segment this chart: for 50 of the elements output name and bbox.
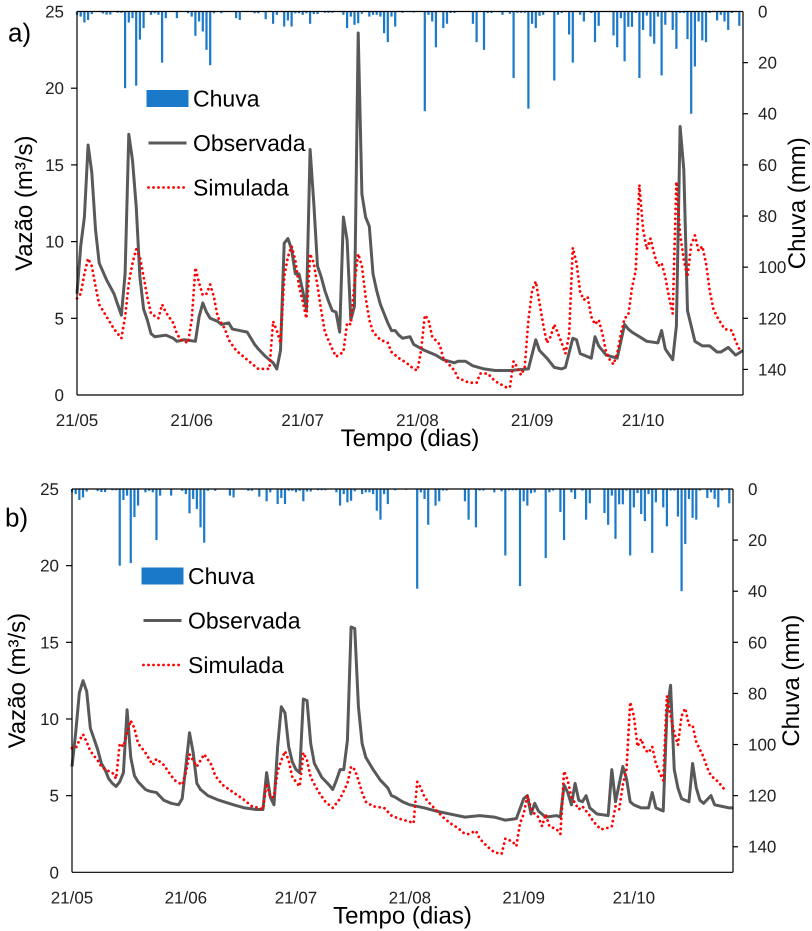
- y-tick-label: 5: [50, 786, 59, 806]
- x-tick-label: 21/07: [274, 888, 318, 908]
- y2-tick-label: 100: [758, 258, 786, 278]
- y2-tick-label: 20: [748, 531, 767, 550]
- x-tick-label: 21/06: [170, 411, 213, 430]
- text: b): [5, 502, 28, 532]
- y-tick-label: 25: [40, 480, 59, 499]
- y2-tick-label: 120: [748, 786, 776, 806]
- legend-label: Chuva: [193, 86, 260, 112]
- x-tick-label: 21/10: [622, 411, 664, 430]
- x-tick-label: 21/05: [56, 411, 98, 430]
- x-tick-label: 21/05: [50, 888, 94, 908]
- y2-tick-label: 20: [758, 54, 777, 73]
- y-tick-label: 15: [40, 633, 59, 652]
- y-tick-label: 0: [50, 863, 59, 882]
- chart-title: a): [8, 18, 32, 48]
- y-axis-title: Vazão (m³/s): [4, 612, 31, 748]
- y2-tick-label: 0: [758, 2, 768, 22]
- legend-label: Observada: [188, 608, 301, 634]
- x-tick-label: 21/06: [164, 888, 208, 908]
- y-tick-label: 15: [45, 156, 64, 175]
- legend-label: Observada: [193, 130, 306, 156]
- y2-tick-label: 40: [758, 104, 777, 124]
- y2-axis-title: Chuva (mm): [778, 614, 805, 747]
- legend-label: Chuva: [188, 563, 255, 590]
- y2-tick-label: 80: [748, 684, 767, 704]
- y-tick-label: 25: [45, 2, 64, 22]
- y2-tick-label: 60: [748, 633, 767, 652]
- x-tick-label: 21/07: [281, 411, 324, 430]
- y-tick-label: 0: [54, 386, 64, 405]
- y2-tick-label: 60: [758, 156, 777, 175]
- x-tick-label: 21/09: [502, 888, 545, 908]
- legend-label: Simulada: [193, 174, 290, 201]
- y-tick-label: 20: [40, 556, 59, 576]
- x-tick-label: 21/08: [388, 888, 432, 908]
- y-axis-title: Vazão (m³/s): [11, 135, 38, 272]
- legend-label: Simulada: [188, 652, 284, 678]
- y2-tick-label: 120: [758, 309, 786, 328]
- y-tick-label: 20: [45, 79, 64, 98]
- y-tick-label: 5: [54, 309, 64, 328]
- y2-tick-label: 0: [748, 480, 758, 499]
- x-tick-label: 21/10: [612, 888, 656, 908]
- y2-tick-label: 140: [748, 838, 776, 857]
- y-tick-label: 10: [40, 710, 59, 729]
- y-tick-label: 10: [45, 232, 64, 252]
- y2-tick-label: 40: [748, 582, 767, 602]
- y2-tick-label: 80: [758, 206, 777, 226]
- x-tick-label: 21/09: [510, 411, 554, 430]
- y2-tick-label: 140: [758, 360, 786, 380]
- y2-tick-label: 100: [748, 735, 776, 754]
